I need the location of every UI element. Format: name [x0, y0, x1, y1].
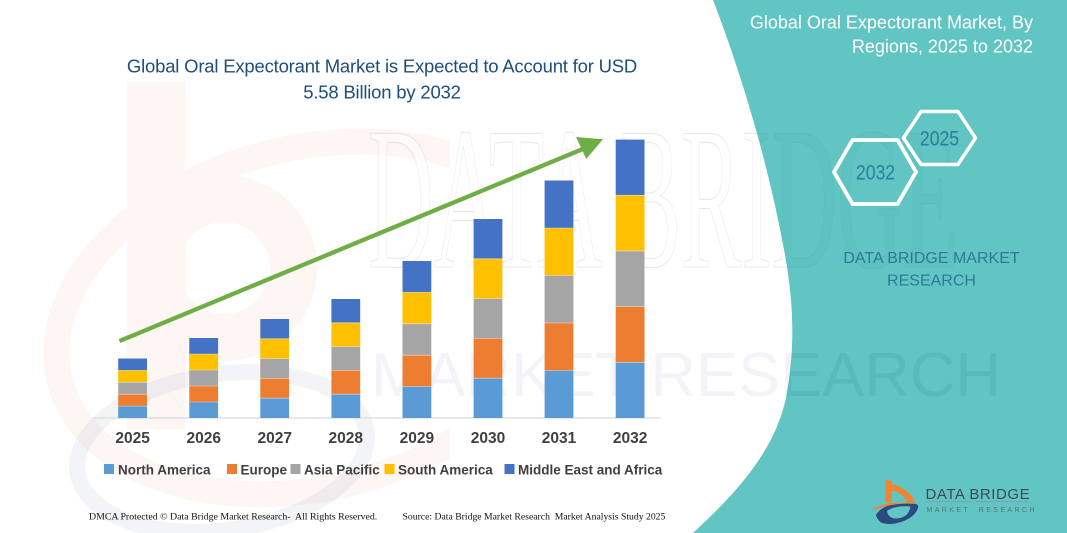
svg-text:South America: South America	[398, 463, 493, 478]
svg-text:Source: Data Bridge Market Res: Source: Data Bridge Market Research Mark…	[403, 512, 666, 523]
svg-text:2025: 2025	[115, 430, 150, 447]
svg-text:2030: 2030	[471, 430, 505, 447]
svg-text:2029: 2029	[400, 430, 435, 447]
svg-text:Europe: Europe	[241, 463, 288, 478]
svg-text:2026: 2026	[186, 430, 221, 447]
svg-text:Global Oral Expectorant Market: Global Oral Expectorant Market is Expect…	[127, 56, 637, 77]
svg-text:RESEARCH: RESEARCH	[887, 273, 976, 290]
svg-text:North America: North America	[118, 463, 211, 478]
svg-text:2027: 2027	[257, 430, 291, 447]
svg-text:Global Oral Expectorant Market: Global Oral Expectorant Market, By	[750, 12, 1033, 32]
svg-text:Regions, 2025 to 2032: Regions, 2025 to 2032	[852, 36, 1033, 56]
svg-text:2031: 2031	[542, 430, 577, 447]
svg-text:2025: 2025	[920, 127, 959, 151]
svg-text:Asia Pacific: Asia Pacific	[304, 463, 380, 478]
svg-text:Middle East and Africa: Middle East and Africa	[518, 463, 663, 478]
svg-text:DMCA Protected © Data Bridge M: DMCA Protected © Data Bridge Market Rese…	[89, 512, 377, 523]
svg-text:DATA BRIDGE: DATA BRIDGE	[926, 486, 1031, 503]
svg-text:2032: 2032	[856, 161, 895, 185]
svg-text:2032: 2032	[613, 430, 647, 447]
svg-text:DATA BRIDGE MARKET: DATA BRIDGE MARKET	[843, 250, 1020, 267]
svg-text:2028: 2028	[329, 430, 364, 447]
svg-text:5.58 Billion by 2032: 5.58 Billion by 2032	[303, 82, 460, 103]
svg-text:MARKET RESEARCH: MARKET RESEARCH	[927, 507, 1037, 514]
